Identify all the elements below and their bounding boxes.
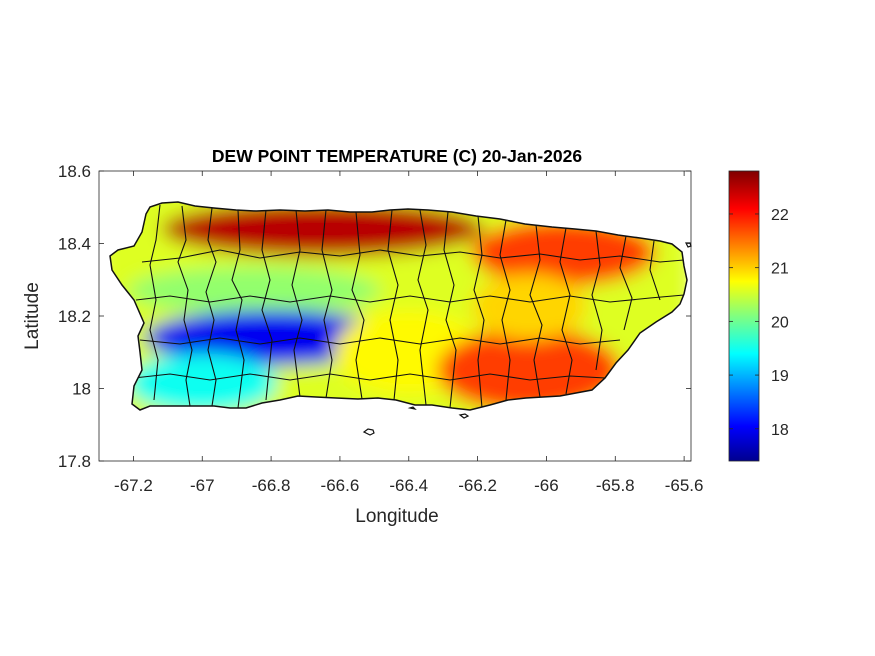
municipality-border bbox=[141, 249, 685, 263]
x-tick-label: -66 bbox=[534, 476, 559, 495]
x-tick-label: -66.8 bbox=[252, 476, 291, 495]
x-axis-ticks: -67.2 -67 -66.8 -66.6 -66.4 -66.2 -66 -65.8 -65.… bbox=[114, 171, 703, 495]
municipality-border bbox=[177, 205, 193, 407]
x-tick-label: -66.2 bbox=[458, 476, 497, 495]
municipality-border bbox=[499, 219, 511, 401]
municipality-border bbox=[591, 230, 603, 371]
dew-point-zone bbox=[127, 266, 381, 315]
dew-point-zone bbox=[161, 202, 484, 257]
dew-point-zone bbox=[471, 273, 587, 341]
y-axis-ticks: 18.6 18.4 18.2 18 17.8 bbox=[58, 162, 691, 471]
municipality-border bbox=[139, 337, 621, 345]
municipality-border bbox=[473, 215, 485, 409]
municipality-border bbox=[149, 204, 161, 401]
chart-title: DEW POINT TEMPERATURE (C) 20-Jan-2026 bbox=[212, 146, 582, 166]
x-tick-label: -67.2 bbox=[114, 476, 153, 495]
colorbar-tick-label: 21 bbox=[771, 261, 789, 278]
municipality-border bbox=[133, 373, 606, 381]
colorbar-tick-label: 22 bbox=[771, 207, 789, 224]
municipality-border bbox=[231, 209, 245, 409]
municipality-border bbox=[649, 240, 661, 301]
municipality-border bbox=[261, 209, 273, 401]
dew-point-zone bbox=[127, 353, 278, 410]
municipality-border bbox=[205, 207, 217, 407]
colorbar-ticks: 22 21 20 19 18 bbox=[729, 207, 789, 439]
dew-point-zone bbox=[471, 219, 656, 286]
x-tick-label: -65.6 bbox=[665, 476, 704, 495]
x-tick-label: -66.6 bbox=[321, 476, 360, 495]
dew-point-zone bbox=[437, 328, 622, 410]
colorbar-tick-label: 20 bbox=[771, 314, 789, 331]
municipality-border bbox=[291, 209, 303, 398]
x-tick-label: -66.4 bbox=[389, 476, 428, 495]
y-tick-label: 18 bbox=[72, 380, 91, 399]
municipality-border bbox=[135, 294, 685, 303]
municipality-border bbox=[387, 209, 399, 401]
y-tick-label: 18.4 bbox=[58, 235, 91, 254]
municipality-border bbox=[619, 235, 633, 331]
x-tick-label: -67 bbox=[190, 476, 215, 495]
y-tick-label: 18.6 bbox=[58, 162, 91, 181]
municipality-borders bbox=[133, 204, 685, 409]
municipality-border bbox=[559, 227, 573, 395]
y-tick-label: 18.2 bbox=[58, 307, 91, 326]
y-axis-label: Latitude bbox=[22, 282, 43, 350]
municipality-border bbox=[351, 211, 365, 400]
colorbar-tick-label: 19 bbox=[771, 368, 789, 385]
y-tick-label: 17.8 bbox=[58, 452, 91, 471]
x-tick-label: -65.8 bbox=[596, 476, 635, 495]
municipality-border bbox=[321, 209, 333, 399]
colorbar bbox=[728, 170, 760, 462]
coastline bbox=[109, 201, 688, 411]
x-axis-label: Longitude bbox=[355, 506, 438, 527]
municipality-border bbox=[417, 209, 429, 406]
islets bbox=[362, 242, 692, 436]
colorbar-tick-label: 18 bbox=[771, 422, 789, 439]
